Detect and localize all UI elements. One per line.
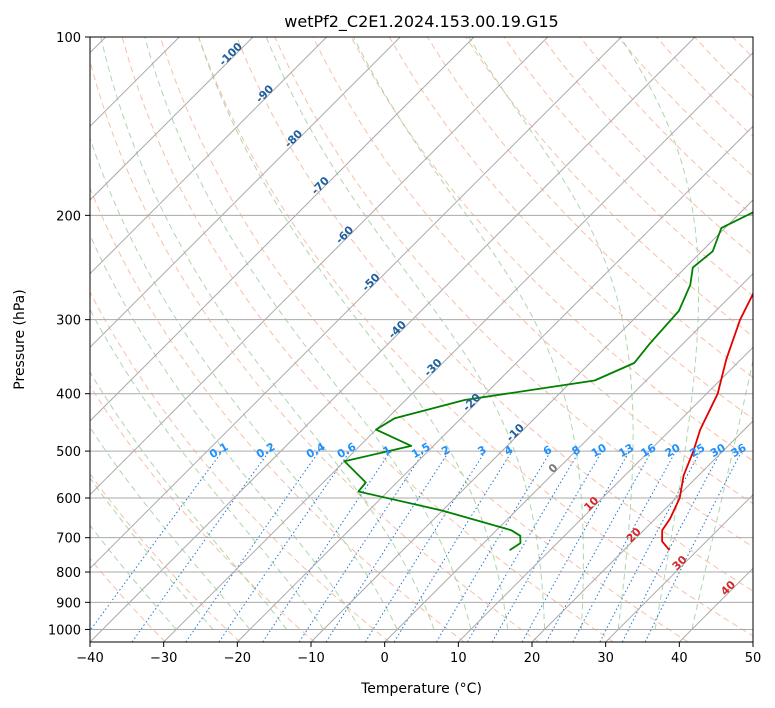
moist-adiabat <box>90 136 398 630</box>
moist-adiabat <box>265 37 546 630</box>
profile-lines <box>343 211 753 551</box>
y-tick-label: 800 <box>56 566 81 581</box>
dry-adiabat <box>236 37 753 592</box>
x-tick-label: 20 <box>524 651 541 666</box>
isotherm <box>163 51 753 642</box>
moist-adiabat <box>100 37 435 630</box>
isotherm <box>90 37 696 642</box>
isotherm <box>90 37 549 496</box>
dry-adiabat <box>90 384 316 642</box>
mixing-ratio-line <box>218 450 351 642</box>
dry-adiabat <box>90 59 540 642</box>
dry-adiabat <box>426 37 753 378</box>
moist-adiabat <box>90 371 288 630</box>
dry-adiabat <box>90 472 241 642</box>
dry-adiabat <box>90 186 465 642</box>
y-tick-label: 900 <box>56 596 81 611</box>
dry-adiabat <box>465 37 753 338</box>
dry-adiabat <box>503 37 753 297</box>
moist-adiabat <box>691 358 753 630</box>
x-axis: −40 −30 −20 −10 0 10 20 30 40 50 <box>76 642 761 666</box>
chart-title: wetPf2_C2E1.2024.153.00.19.G15 <box>284 12 558 32</box>
dry-adiabat <box>121 37 614 642</box>
mixing-ratio-line <box>185 450 320 642</box>
isotherm <box>752 641 753 642</box>
mixing-ratio-line <box>545 450 653 642</box>
x-tick-label: 40 <box>671 651 688 666</box>
x-tick-label: −30 <box>150 651 177 666</box>
x-tick-label: −40 <box>76 651 103 666</box>
mixing-ratio-line <box>262 450 392 642</box>
x-tick-label: 0 <box>381 651 389 666</box>
isotherm <box>90 37 622 570</box>
isotherm <box>90 37 475 422</box>
moist-adiabat <box>198 37 509 630</box>
y-axis-title: Pressure (hPa) <box>12 289 28 389</box>
y-tick-label: 600 <box>56 492 81 507</box>
isotherm <box>90 37 328 275</box>
mixing-ratio-line <box>572 450 677 642</box>
x-tick-label: 10 <box>450 651 467 666</box>
y-tick-label: 200 <box>56 209 81 224</box>
x-tick-label: 50 <box>745 651 762 666</box>
isotherm <box>236 125 753 642</box>
pressure-gridlines <box>90 37 753 630</box>
y-tick-label: 400 <box>56 388 81 403</box>
moist-adiabat <box>620 37 700 630</box>
mixing-ratio-line <box>325 450 450 642</box>
plot-background <box>90 37 753 642</box>
isotherm <box>90 37 401 349</box>
dry-adiabat <box>771 37 775 642</box>
isotherm <box>605 493 753 642</box>
mixing-ratio-line <box>90 450 223 632</box>
moist-adiabat <box>90 524 177 630</box>
x-tick-label: 30 <box>597 651 614 666</box>
moist-adiabat <box>90 308 324 630</box>
y-tick-label: 700 <box>56 532 81 547</box>
moist-adiabat <box>353 37 584 630</box>
mixing-ratio-line <box>644 450 743 642</box>
moist-adiabat <box>144 37 472 630</box>
moist-adiabat <box>90 233 361 630</box>
mixing-ratio-line <box>298 450 425 642</box>
isotherm <box>384 272 753 642</box>
x-tick-label: −20 <box>224 651 251 666</box>
isotherm <box>310 199 753 642</box>
y-tick-label: 1000 <box>48 623 81 638</box>
isotherm <box>457 346 753 642</box>
plot-frame <box>89 36 754 643</box>
moist-adiabat <box>90 477 214 630</box>
background-lines <box>90 37 775 642</box>
isotherm <box>90 37 254 201</box>
dewpoint-line <box>343 211 753 551</box>
x-tick-label: −10 <box>297 651 324 666</box>
dry-adiabat <box>350 37 753 462</box>
moist-adiabat <box>90 426 251 630</box>
y-axis: 1000 900 800 700 600 500 400 300 200 100 <box>48 31 90 638</box>
moist-adiabat <box>468 37 634 630</box>
dry-adiabat <box>312 37 753 505</box>
temperature-line <box>661 291 753 551</box>
dry-adiabat <box>388 37 753 420</box>
y-tick-label: 500 <box>56 445 81 460</box>
isotherm <box>531 420 753 642</box>
mixing-ratio-line <box>521 450 630 642</box>
y-tick-label: 300 <box>56 314 81 329</box>
dry-adiabat <box>274 37 753 548</box>
mixing-ratio-line <box>393 450 513 642</box>
y-tick-label: 100 <box>56 31 81 46</box>
dry-adiabat <box>90 291 390 642</box>
x-axis-title: Temperature (°C) <box>360 681 482 697</box>
mixing-ratio-line <box>131 450 270 642</box>
dry-adiabat <box>159 37 689 642</box>
